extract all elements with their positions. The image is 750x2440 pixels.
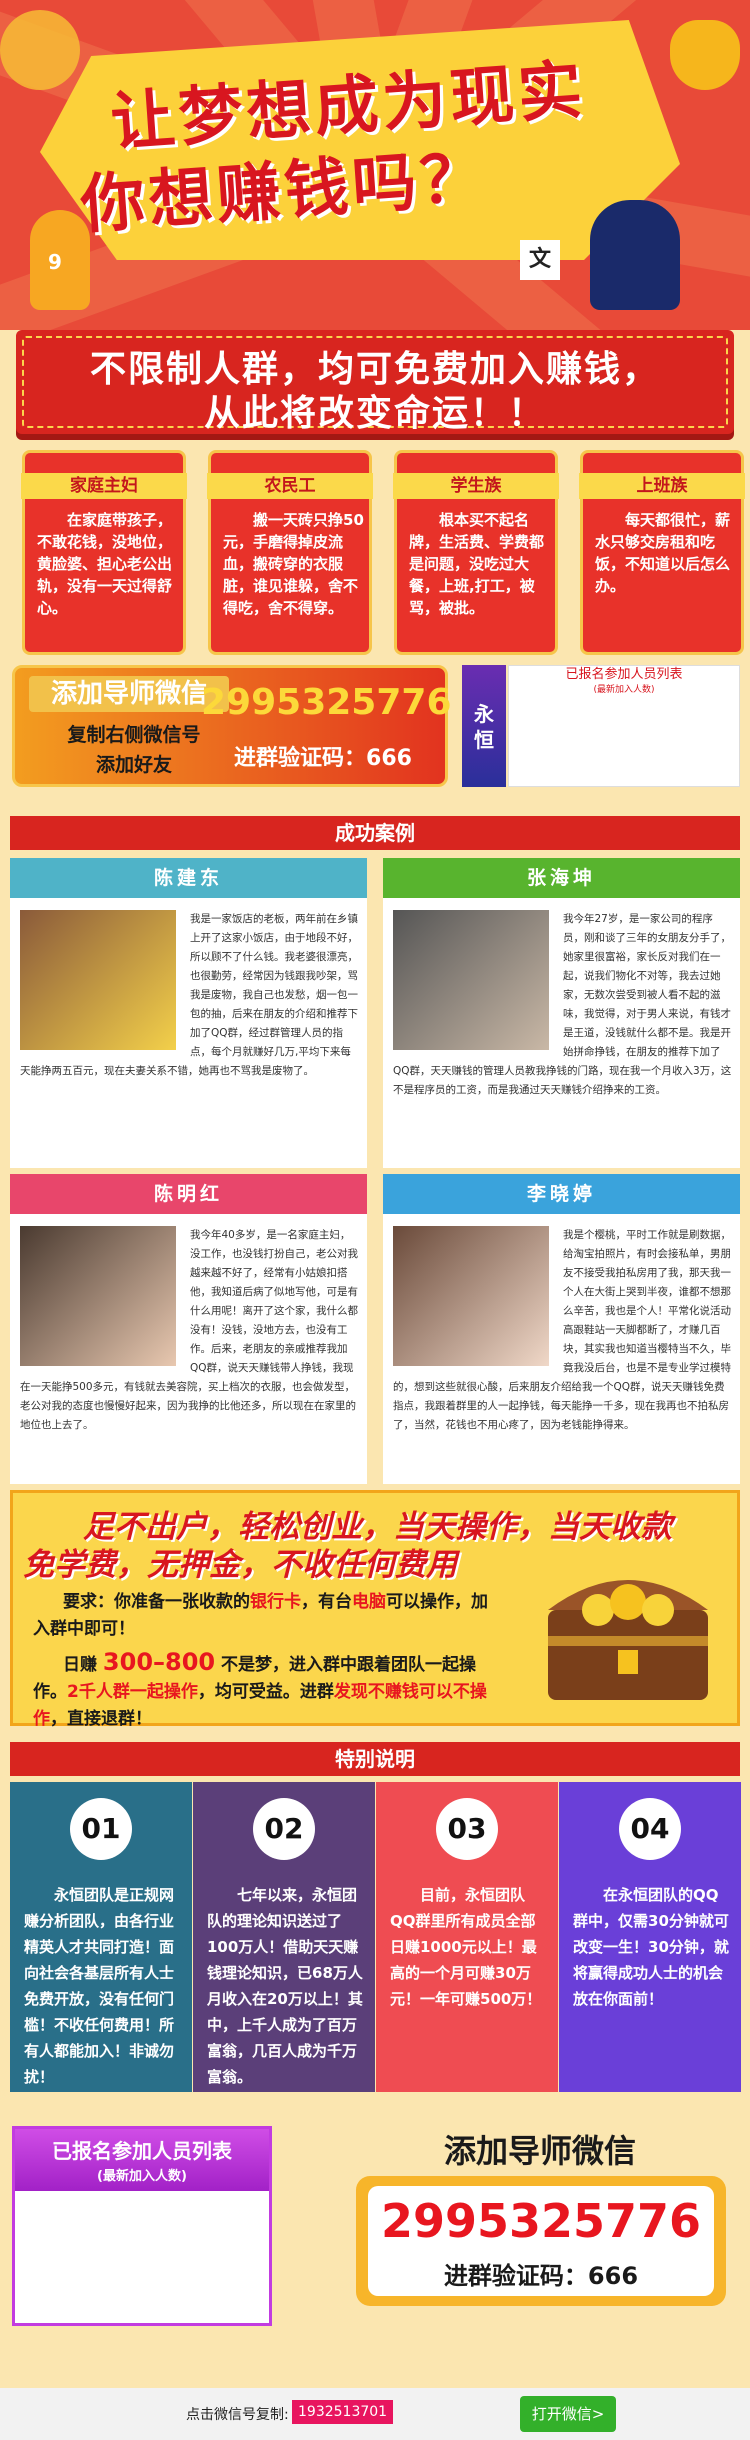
registered-list-subtitle: (最新加入人数) bbox=[593, 685, 655, 695]
special-card: 03 目前，永恒团队QQ群里所有成员全部日赚1000元以上！最高的一个月可赚30… bbox=[376, 1782, 558, 2092]
verify-code-bottom: 进群验证码：666 bbox=[443, 2262, 639, 2290]
registered-list-title: 已报名参加人员列表 bbox=[52, 2139, 232, 2163]
promo-title-line2: 免学费，无押金，不收任何费用 bbox=[23, 1547, 457, 1583]
mentor-wechat-panel: 添加导师微信 复制右侧微信号 添加好友 2995325776 进群验证码：666 bbox=[12, 665, 452, 787]
special-number: 03 bbox=[436, 1798, 498, 1860]
promo-daily: 日赚 300–800 不是梦，进入群中跟着团队一起操作。2千人群一起操作，均可受… bbox=[33, 1648, 487, 1730]
special-text: 目前，永恒团队QQ群里所有成员全部日赚1000元以上！最高的一个月可赚30万元！… bbox=[390, 1886, 542, 2008]
case-photo bbox=[20, 910, 176, 1050]
special-number: 04 bbox=[619, 1798, 681, 1860]
mentor2-frame: 2995325776 进群验证码：666 bbox=[356, 2176, 726, 2306]
coin-decoration bbox=[0, 10, 80, 90]
special-text: 永恒团队是正规网赚分析团队，由各行业精英人才共同打造！面向社会各基层所有人士免费… bbox=[24, 1886, 175, 2086]
section-header-special: 特别说明 bbox=[10, 1742, 740, 1776]
person-card-housewife: 家庭主妇 在家庭带孩子，不敢花钱，没地位，黄脸婆、担心老公出轨，没有一天过得舒心… bbox=[21, 450, 187, 655]
case-name: 陈建东 bbox=[10, 858, 367, 898]
wechat-number-bottom[interactable]: 2995325776 bbox=[380, 2194, 702, 2248]
person-card-worker: 农民工 搬一天砖只挣50元，手磨得掉皮流血，搬砖穿的衣服脏，谁见谁躲，舍不得吃，… bbox=[207, 450, 373, 655]
sticky-footer: 点击微信号复制: 1932513701 打开微信> bbox=[0, 2388, 750, 2440]
shirt-number: 9 bbox=[48, 250, 62, 274]
slogan-line2: 从此将改变命运！！ bbox=[203, 393, 546, 434]
hero-banner: 让梦想成为现实 你想赚钱吗？ 9 文 bbox=[0, 0, 750, 330]
person-card-student: 学生族 根本买不起名牌，生活费、学费都是问题，没吃过大餐，上班,打工，被骂，被批… bbox=[393, 450, 559, 655]
special-card: 01 永恒团队是正规网赚分析团队，由各行业精英人才共同打造！面向社会各基层所有人… bbox=[10, 1782, 192, 2092]
open-wechat-button[interactable]: 打开微信> bbox=[520, 2396, 616, 2432]
case-photo bbox=[393, 1226, 549, 1366]
case-text: 我是一家饭店的老板，两年前在乡镇上开了这家小饭店，由于地段不好，所以顾不了什么钱… bbox=[20, 913, 358, 1077]
registered-list-header: 已报名参加人员列表 (最新加入人数) bbox=[15, 2129, 269, 2191]
team-side-label-text: 永恒 bbox=[474, 702, 494, 752]
special-card: 02 七年以来，永恒团队的理论知识送过了100万人！借助天天赚钱理论知识，已68… bbox=[193, 1782, 375, 2092]
person-text: 搬一天砖只挣50元，手磨得掉皮流血，搬砖穿的衣服脏，谁见谁躲，舍不得吃，舍不得穿… bbox=[223, 511, 364, 617]
gold-ingot-decoration bbox=[670, 20, 740, 90]
cartoon-person-left: 9 bbox=[30, 210, 90, 310]
case-card: 李晓婷 我是个樱桃，平时工作就是刷数据，给淘宝拍照片，有时会接私单，男朋友不接受… bbox=[383, 1174, 740, 1484]
cartoon-person-right bbox=[590, 200, 680, 310]
registered-list-title: 已报名参加人员列表 bbox=[565, 667, 683, 682]
case-name: 陈明红 bbox=[10, 1174, 367, 1214]
footer-copy-label: 点击微信号复制: bbox=[186, 2407, 289, 2423]
case-card: 陈建东 我是一家饭店的老板，两年前在乡镇上开了这家小饭店，由于地段不好，所以顾不… bbox=[10, 858, 367, 1168]
special-number: 01 bbox=[70, 1798, 132, 1860]
special-card: 04 在永恒团队的QQ群中，仅需30分钟就可改变一生！30分钟，就将赢得成功人士… bbox=[559, 1782, 741, 2092]
person-tag: 农民工 bbox=[207, 473, 373, 499]
person-card-office: 上班族 每天都很忙，薪水只够交房租和吃饭，不知道以后怎么办。 bbox=[579, 450, 745, 655]
case-card: 张海坤 我今年27岁，是一家公司的程序员，刚和谈了三年的女朋友分手了，她家里很富… bbox=[383, 858, 740, 1168]
mentor2-inner: 2995325776 进群验证码：666 bbox=[368, 2186, 714, 2296]
side-character-box: 文 bbox=[520, 240, 560, 280]
case-name: 张海坤 bbox=[383, 858, 740, 898]
wechat-number[interactable]: 2995325776 bbox=[201, 682, 452, 723]
mentor2-title: 添加导师微信 bbox=[443, 2132, 636, 2170]
case-text: 我是个樱桃，平时工作就是刷数据，给淘宝拍照片，有时会接私单，男朋友不接受我拍私房… bbox=[393, 1229, 731, 1431]
team-side-label: 永恒 bbox=[462, 665, 506, 787]
registered-list-small[interactable]: 已报名参加人员列表 (最新加入人数) bbox=[508, 665, 740, 787]
hero-plate bbox=[40, 20, 680, 260]
treasure-chest-graphic bbox=[548, 1580, 708, 1700]
person-tag: 上班族 bbox=[579, 473, 745, 499]
mentor-wechat-panel-bottom: 添加导师微信 2995325776 进群验证码：666 bbox=[340, 2126, 740, 2326]
promo-requirement: 要求：你准备一张收款的银行卡，有台电脑可以操作，加入群中即可！ bbox=[33, 1592, 488, 1639]
case-photo bbox=[20, 1226, 176, 1366]
registered-list-subtitle: (最新加入人数) bbox=[97, 2169, 187, 2184]
case-photo bbox=[393, 910, 549, 1050]
copy-instruction: 复制右侧微信号 bbox=[67, 724, 201, 746]
slogan-banner-inner bbox=[22, 336, 728, 428]
promo-title-line1: 足不出户，轻松创业，当天操作，当天收款 bbox=[83, 1509, 672, 1545]
case-card: 陈明红 我今年40多岁，是一名家庭主妇，没工作，也没钱打扮自己，老公对我越来越不… bbox=[10, 1174, 367, 1484]
person-text: 根本买不起名牌，生活费、学费都是问题，没吃过大餐，上班,打工，被骂，被批。 bbox=[409, 511, 545, 617]
registered-list-large[interactable]: 已报名参加人员列表 (最新加入人数) bbox=[12, 2126, 272, 2326]
slogan-line1: 不限制人群，均可免费加入赚钱， bbox=[89, 349, 660, 390]
slogan-banner: 不限制人群，均可免费加入赚钱， 从此将改变命运！！ bbox=[16, 330, 734, 434]
person-text: 在家庭带孩子，不敢花钱，没地位，黄脸婆、担心老公出轨，没有一天过得舒心。 bbox=[37, 511, 173, 617]
section-header-cases: 成功案例 bbox=[10, 816, 740, 850]
special-text: 在永恒团队的QQ群中，仅需30分钟就可改变一生！30分钟，就将赢得成功人士的机会… bbox=[573, 1886, 729, 2008]
case-text: 我今年40多岁，是一名家庭主妇，没工作，也没钱打扮自己，老公对我越来越不好了，经… bbox=[20, 1229, 358, 1431]
case-text: 我今年27岁，是一家公司的程序员，刚和谈了三年的女朋友分手了，她家里很富裕，家长… bbox=[393, 913, 732, 1096]
footer-wechat-number[interactable]: 1932513701 bbox=[292, 2400, 394, 2424]
add-friend-instruction: 添加好友 bbox=[95, 754, 172, 776]
person-tag: 家庭主妇 bbox=[21, 473, 187, 499]
mentor-title: 添加导师微信 bbox=[29, 676, 229, 712]
case-name: 李晓婷 bbox=[383, 1174, 740, 1214]
verify-code: 进群验证码：666 bbox=[234, 746, 412, 771]
treasure-chest-icon bbox=[528, 1540, 728, 1710]
special-number: 02 bbox=[253, 1798, 315, 1860]
person-tag: 学生族 bbox=[393, 473, 559, 499]
special-text: 七年以来，永恒团队的理论知识送过了100万人！借助天天赚钱理论知识，已68万人月… bbox=[207, 1886, 363, 2086]
person-text: 每天都很忙，薪水只够交房租和吃饭，不知道以后怎么办。 bbox=[595, 511, 731, 595]
